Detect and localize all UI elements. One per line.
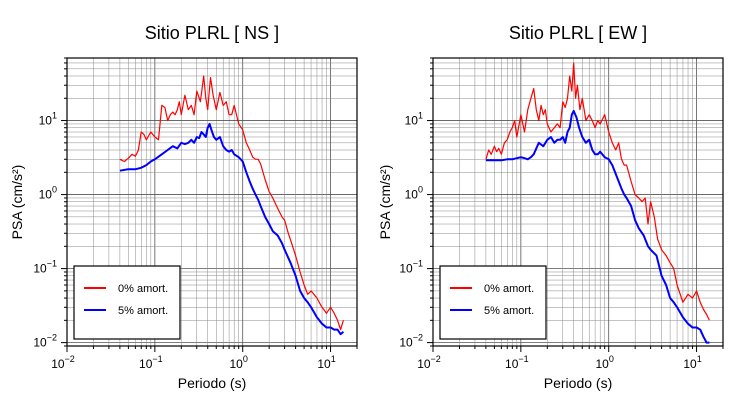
legend-box (73, 265, 181, 340)
y-tick-label: 10−1 (399, 259, 423, 276)
legend-label: 5% amort. (118, 305, 168, 317)
y-tick-label-exp: 0 (418, 185, 423, 195)
x-tick-label-base: 10 (596, 357, 610, 371)
y-tick-label: 101 (405, 111, 423, 128)
y-tick-label-exp: 1 (52, 111, 57, 121)
y-axis-label: PSA (cm/s²) (9, 165, 25, 240)
legend-label: 0% amort. (484, 283, 534, 295)
y-tick-label: 10−1 (33, 259, 57, 276)
x-tick-label: 10−1 (139, 354, 163, 371)
y-tick-label-base: 10 (33, 336, 47, 350)
x-tick-label: 10−1 (505, 354, 529, 371)
y-tick-label-exp: −1 (413, 259, 423, 269)
x-tick-label: 100 (230, 354, 248, 371)
x-tick-label-base: 10 (317, 357, 331, 371)
y-tick-label-exp: −2 (413, 333, 423, 343)
y-tick-label-exp: −1 (47, 259, 57, 269)
x-tick-label-base: 10 (417, 357, 431, 371)
y-tick-label: 100 (405, 185, 423, 202)
x-tick-label-exp: −2 (65, 354, 75, 364)
x-tick-label-exp: 0 (609, 354, 614, 364)
x-tick-label-exp: −2 (431, 354, 441, 364)
x-tick-label-base: 10 (230, 357, 244, 371)
x-tick-label-base: 10 (139, 357, 153, 371)
x-tick-label-exp: −1 (152, 354, 162, 364)
series-line-amort-5 (485, 109, 710, 344)
x-tick-label: 100 (596, 354, 614, 371)
x-tick-label-exp: 0 (243, 354, 248, 364)
y-tick-label-exp: 1 (418, 111, 423, 121)
x-tick-label: 10−2 (417, 354, 441, 371)
chart-panel-ew: Sitio PLRL [ EW ] Periodo (s) PSA (cm/s²… (377, 23, 724, 391)
series-line-amort-5 (119, 122, 345, 336)
legend: 0% amort. 5% amort. (73, 265, 181, 340)
y-tick-label-base: 10 (39, 114, 53, 128)
y-tick-label-base: 10 (399, 336, 413, 350)
x-tick-label-exp: 1 (697, 354, 702, 364)
y-tick-label: 10−2 (33, 333, 57, 350)
y-axis-label: PSA (cm/s²) (377, 165, 393, 240)
y-tick-label: 100 (39, 185, 57, 202)
x-tick-label: 10−2 (51, 354, 75, 371)
y-tick-label-base: 10 (399, 262, 413, 276)
series-line-amort-0 (485, 62, 710, 321)
x-tick-label-base: 10 (505, 357, 519, 371)
y-tick-label-exp: 0 (52, 185, 57, 195)
x-tick-label-base: 10 (683, 357, 697, 371)
legend-label: 0% amort. (118, 283, 168, 295)
chart-title: Sitio PLRL [ EW ] (509, 23, 647, 43)
x-tick-label-exp: −1 (518, 354, 528, 364)
x-tick-label-exp: 1 (331, 354, 336, 364)
x-tick-label: 101 (683, 354, 701, 371)
ticks (427, 57, 724, 352)
series-line-amort-0 (119, 75, 344, 331)
legend-label: 5% amort. (484, 305, 534, 317)
y-tick-label-base: 10 (33, 262, 47, 276)
y-tick-label: 10−2 (399, 333, 423, 350)
y-tick-label: 101 (39, 111, 57, 128)
y-tick-label-exp: −2 (47, 333, 57, 343)
y-tick-label-base: 10 (39, 188, 53, 202)
ticks (61, 57, 358, 352)
legend-box (439, 265, 547, 340)
x-axis-label: Periodo (s) (178, 375, 246, 391)
x-axis-label: Periodo (s) (544, 375, 612, 391)
y-tick-label-base: 10 (405, 114, 419, 128)
y-tick-label-base: 10 (405, 188, 419, 202)
x-tick-label: 101 (317, 354, 335, 371)
x-tick-label-base: 10 (51, 357, 65, 371)
legend: 0% amort. 5% amort. (439, 265, 547, 340)
chart-title: Sitio PLRL [ NS ] (145, 23, 279, 43)
chart-panel-ns: Sitio PLRL [ NS ] Periodo (s) PSA (cm/s²… (9, 23, 358, 391)
